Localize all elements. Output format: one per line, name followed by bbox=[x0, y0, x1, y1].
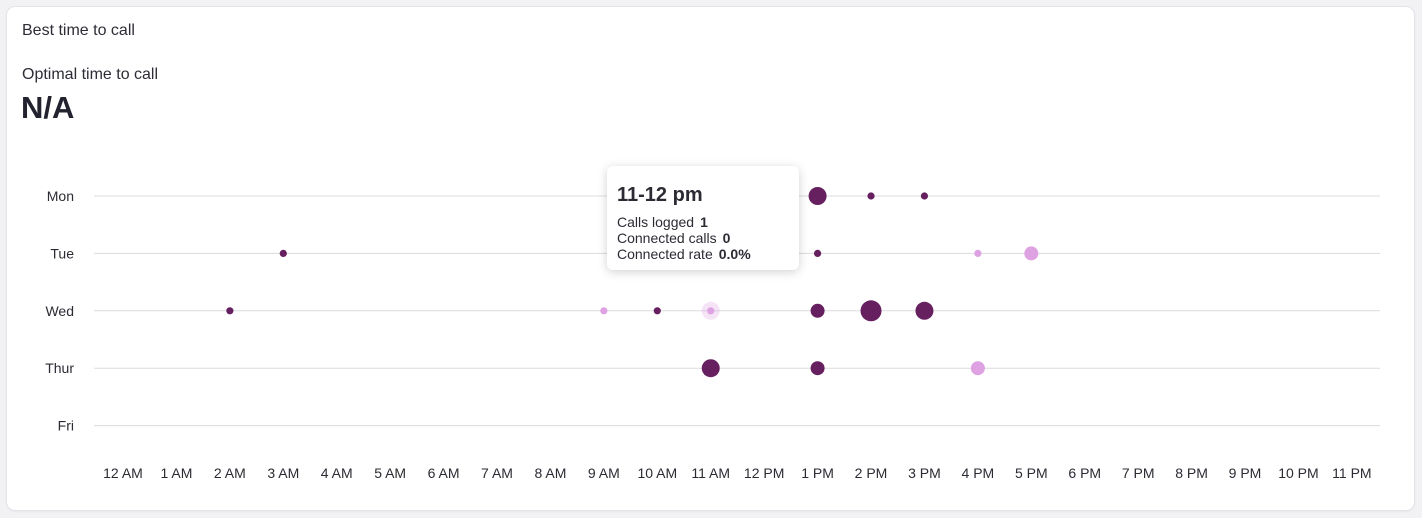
data-point bbox=[653, 307, 661, 315]
x-tick-label: 7 AM bbox=[481, 465, 513, 481]
y-tick-label: Thur bbox=[45, 360, 74, 376]
x-tick-label: 4 AM bbox=[321, 465, 353, 481]
tooltip-row-connected-rate: Connected rate 0.0% bbox=[617, 246, 751, 262]
data-point bbox=[1024, 246, 1039, 261]
x-tick-label: 4 PM bbox=[962, 465, 995, 481]
x-tick-label: 3 PM bbox=[908, 465, 941, 481]
x-tick-label: 12 PM bbox=[744, 465, 784, 481]
y-tick-label: Wed bbox=[45, 303, 74, 319]
optimal-time-value: N/A bbox=[21, 90, 75, 125]
data-point bbox=[701, 359, 720, 378]
data-point bbox=[279, 249, 287, 257]
x-tick-label: 8 AM bbox=[534, 465, 566, 481]
x-tick-label: 11 AM bbox=[691, 465, 730, 481]
x-tick-label: 12 AM bbox=[103, 465, 143, 481]
x-tick-label: 3 AM bbox=[267, 465, 299, 481]
x-tick-label: 5 AM bbox=[374, 465, 406, 481]
data-point bbox=[860, 300, 882, 322]
tooltip-label: Connected calls bbox=[617, 230, 717, 246]
tooltip-row-connected-calls: Connected calls 0 bbox=[617, 230, 730, 246]
x-tick-label: 1 AM bbox=[160, 465, 192, 481]
data-points bbox=[226, 187, 1039, 378]
data-point bbox=[813, 249, 822, 257]
data-point bbox=[970, 361, 985, 376]
y-axis-labels: Mon Tue Wed Thur Fri bbox=[45, 188, 74, 434]
x-tick-label: 9 PM bbox=[1229, 465, 1262, 481]
data-point bbox=[808, 187, 827, 205]
data-point bbox=[810, 361, 825, 376]
data-point bbox=[226, 307, 234, 315]
x-tick-label: 10 AM bbox=[637, 465, 677, 481]
y-tick-label: Fri bbox=[58, 418, 74, 434]
x-tick-label: 2 PM bbox=[855, 465, 888, 481]
x-tick-label: 2 AM bbox=[214, 465, 246, 481]
x-axis-labels: 12 AM 1 AM 2 AM 3 AM 4 AM 5 AM 6 AM 7 AM 8 AM 9 A… bbox=[103, 465, 1371, 481]
x-tick-label: 7 PM bbox=[1122, 465, 1155, 481]
tooltip-value: 0 bbox=[722, 230, 731, 246]
optimal-time-label: Optimal time to call bbox=[22, 66, 159, 83]
tooltip-label: Calls logged bbox=[617, 214, 695, 230]
tooltip-value: 0.0% bbox=[718, 246, 751, 262]
tooltip-value: 1 bbox=[700, 214, 708, 230]
data-point bbox=[920, 192, 929, 200]
x-tick-label: 8 PM bbox=[1175, 465, 1208, 481]
card-title: Best time to call bbox=[22, 22, 135, 39]
x-tick-label: 6 AM bbox=[428, 465, 460, 481]
x-tick-label: 1 PM bbox=[801, 465, 834, 481]
data-point bbox=[707, 307, 715, 315]
data-point bbox=[600, 307, 608, 315]
y-tick-label: Tue bbox=[50, 245, 74, 261]
x-tick-label: 9 AM bbox=[588, 465, 620, 481]
data-point bbox=[867, 192, 875, 200]
x-tick-label: 6 PM bbox=[1068, 465, 1101, 481]
x-tick-label: 11 PM bbox=[1332, 465, 1371, 481]
tooltip-row-calls-logged: Calls logged 1 bbox=[617, 214, 708, 230]
tooltip-title: 11-12 pm bbox=[617, 184, 703, 206]
data-point bbox=[974, 249, 982, 257]
x-tick-label: 5 PM bbox=[1015, 465, 1048, 481]
x-tick-label: 10 PM bbox=[1278, 465, 1318, 481]
tooltip-label: Connected rate bbox=[617, 246, 713, 262]
y-tick-label: Mon bbox=[47, 188, 74, 204]
hover-tooltip: 11-12 pm Calls logged 1 Connected calls 0 … bbox=[607, 166, 799, 270]
data-point bbox=[915, 301, 934, 320]
data-point bbox=[810, 303, 825, 318]
